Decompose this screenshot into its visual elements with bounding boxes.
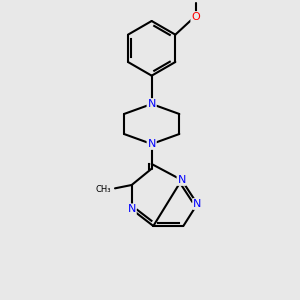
Text: CH₃: CH₃ <box>95 185 111 194</box>
Text: N: N <box>128 204 136 214</box>
Text: N: N <box>148 139 156 149</box>
Text: N: N <box>148 99 156 109</box>
Text: N: N <box>193 199 202 209</box>
Text: N: N <box>178 175 186 185</box>
Text: O: O <box>191 12 200 22</box>
